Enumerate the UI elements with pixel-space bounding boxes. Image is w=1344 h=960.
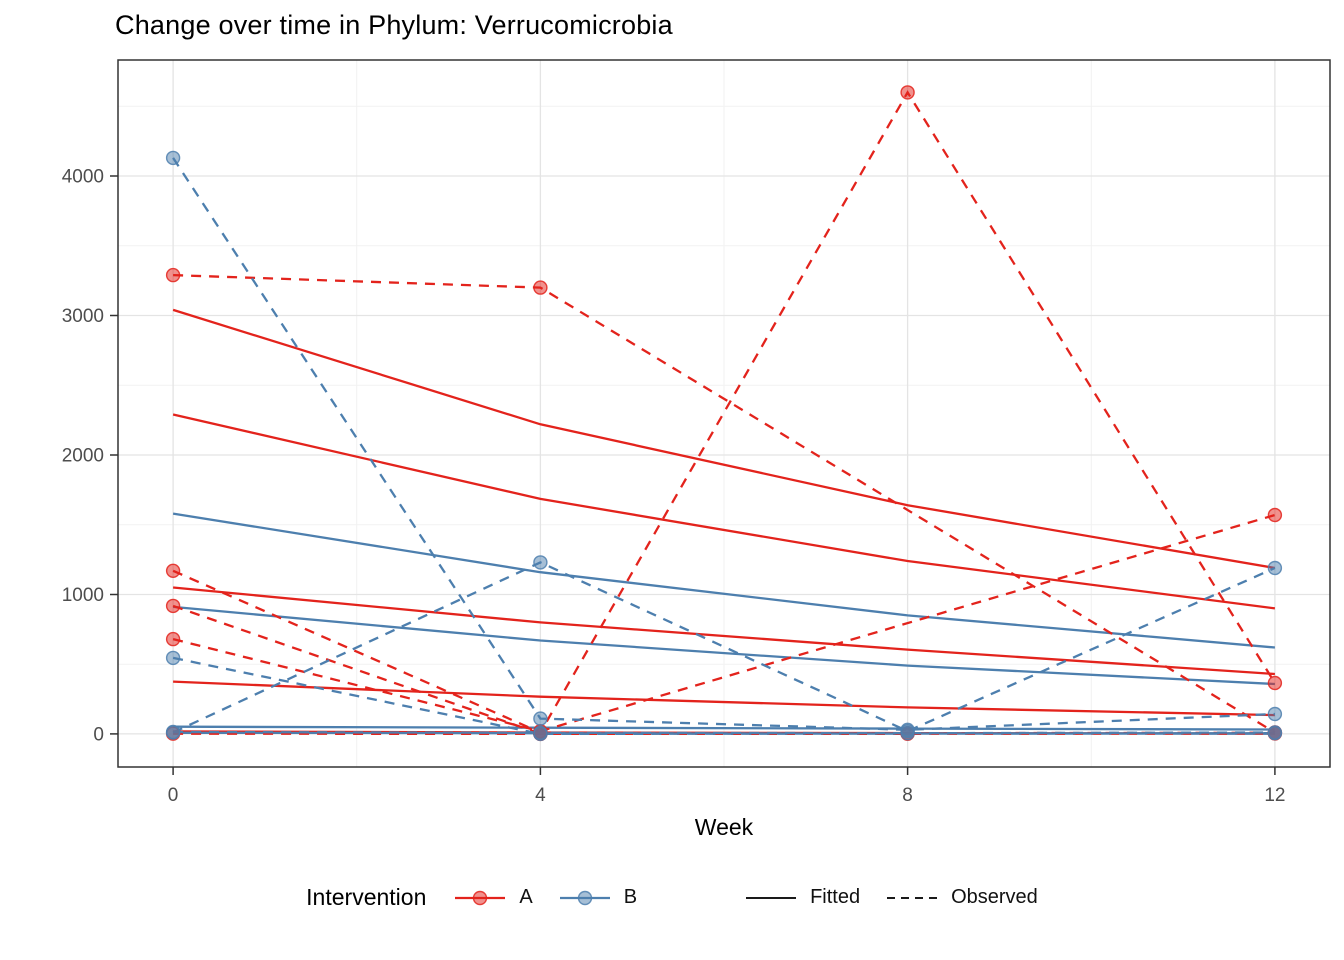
svg-text:3000: 3000: [62, 306, 104, 327]
point-A-subj4-observed-wk12: [1267, 507, 1283, 523]
point-B-subj3-observed-wk0: [165, 650, 181, 666]
point-B-subj1-observed-wk12: [1267, 706, 1283, 722]
line-chart-canvas: 0 4 8 12 0 1000 2000 3000 4000 Week: [62, 59, 1331, 840]
legend-item-intervention-b: B: [557, 885, 637, 911]
point-A-subj3-observed-wk0: [165, 598, 181, 614]
point-A-subj4-observed-wk0: [165, 631, 181, 647]
legend-key-b-icon: [559, 890, 610, 905]
point-B-subj4-observed-wk8: [900, 726, 915, 741]
point-A-subj2-observed-wk12: [1267, 675, 1283, 691]
svg-text:0: 0: [93, 724, 104, 745]
series-B-subj3-observed: [172, 656, 1275, 736]
series-A-subj3-fitted: [172, 586, 1275, 676]
point-B-subj4-observed-wk12: [1267, 725, 1283, 740]
series-B-subj2-observed: [172, 561, 1276, 734]
point-B-subj2-observed-wk12: [1267, 560, 1283, 576]
legend-item-intervention-a: A: [452, 885, 533, 911]
svg-text:12: 12: [1264, 785, 1285, 806]
legend-label-fitted: Fitted: [810, 886, 861, 908]
legend-key-a-icon: [455, 890, 506, 905]
legend-label-observed: Observed: [951, 886, 1038, 908]
point-B-subj1-observed-wk4: [533, 711, 548, 726]
legend-item-observed: Observed: [884, 885, 1038, 911]
series-B-subj4-observed: [173, 730, 1275, 735]
point-A-subj2-observed-wk0: [165, 563, 181, 578]
legend-spacer: [661, 897, 719, 898]
legend-key-observed-icon: [887, 896, 938, 899]
series-A-subj1-fitted: [172, 308, 1276, 570]
point-B-subj4-observed-wk4: [533, 725, 548, 740]
series-A-subj4-fitted: [173, 680, 1275, 717]
chart-legend: Intervention A B Fitted: [0, 884, 1344, 911]
x-axis-title: Week: [695, 814, 754, 840]
legend-label-a: A: [519, 886, 533, 908]
point-A-subj2-observed-wk8: [900, 85, 915, 100]
legend-item-fitted: Fitted: [743, 885, 860, 911]
point-A-subj1-observed-wk0: [165, 267, 181, 283]
svg-text:2000: 2000: [62, 446, 104, 467]
svg-text:4: 4: [535, 785, 546, 806]
svg-text:0: 0: [168, 785, 179, 806]
legend-title: Intervention: [306, 884, 427, 910]
legend-label-b: B: [623, 886, 638, 908]
svg-text:8: 8: [902, 785, 913, 806]
series-B-subj3-fitted: [173, 725, 1275, 731]
series-B-subj2-fitted: [172, 605, 1275, 686]
point-B-subj2-observed-wk4: [533, 555, 548, 570]
series-B-subj1-fitted: [172, 512, 1276, 649]
chart-title: Change over time in Phylum: Verrucomicro…: [115, 10, 673, 40]
svg-text:1000: 1000: [62, 585, 104, 606]
svg-text:4000: 4000: [62, 167, 104, 188]
point-B-subj4-observed-wk0: [165, 724, 181, 740]
series-A-subj2-observed: [172, 90, 1276, 734]
legend-key-fitted-icon: [746, 896, 797, 899]
series-A-subj2-fitted: [172, 413, 1276, 610]
point-A-subj1-observed-wk4: [533, 280, 548, 295]
series-B-subj1-observed: [172, 157, 1275, 731]
point-B-subj1-observed-wk0: [165, 150, 181, 166]
